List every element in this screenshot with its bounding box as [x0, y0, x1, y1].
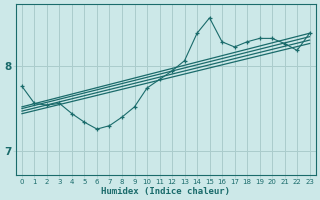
X-axis label: Humidex (Indice chaleur): Humidex (Indice chaleur) — [101, 187, 230, 196]
